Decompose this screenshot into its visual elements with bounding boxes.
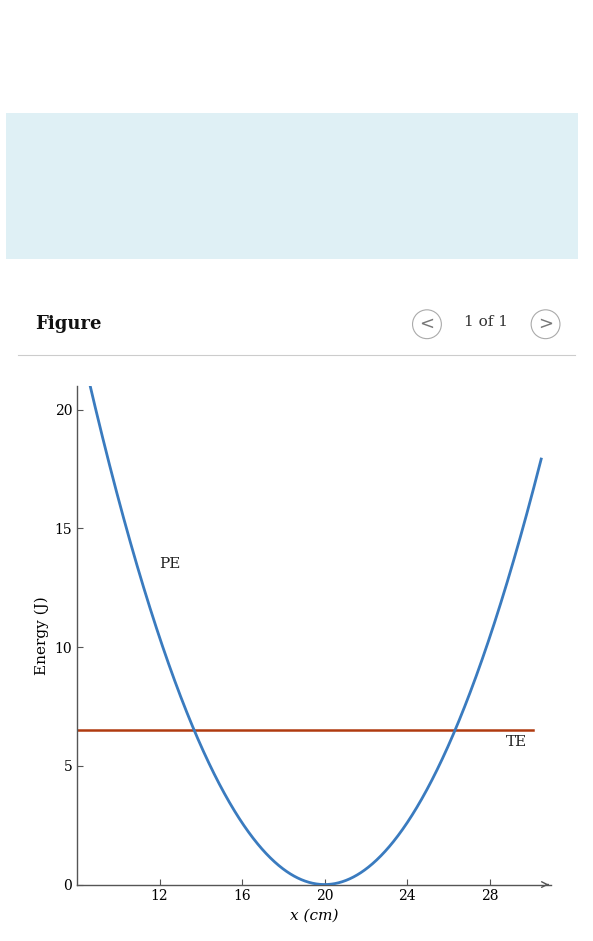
Text: PE: PE [160, 557, 181, 571]
Y-axis label: Energy (J): Energy (J) [34, 596, 49, 675]
Text: 1 of 1: 1 of 1 [464, 315, 508, 329]
Text: TE: TE [506, 735, 527, 749]
Text: of the spring is fixed at: of the spring is fixed at [18, 223, 202, 236]
Text: x: x [205, 223, 213, 236]
Text: <: < [419, 315, 435, 333]
Text: >: > [538, 315, 553, 333]
Text: energy line of a particle oscillating on a spring. The left end: energy line of a particle oscillating on… [18, 181, 482, 194]
Text: Figure: Figure [36, 315, 102, 333]
Text: = 0 cm.: = 0 cm. [221, 223, 286, 236]
Text: (Figure 1): (Figure 1) [18, 138, 96, 152]
Text: shows the potential-energy diagram and the total: shows the potential-energy diagram and t… [121, 138, 508, 152]
X-axis label: x (cm): x (cm) [290, 909, 339, 923]
